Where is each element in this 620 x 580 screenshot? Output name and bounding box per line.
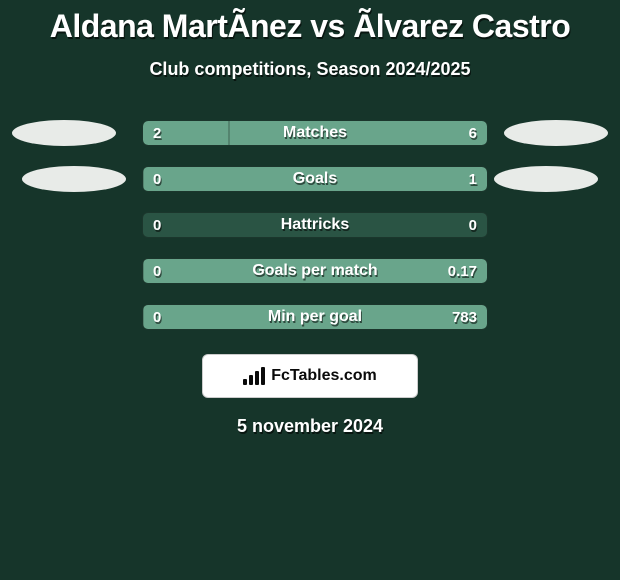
stat-row: 26Matches (4, 120, 616, 146)
player-badge-left (22, 166, 126, 192)
player-badge-left (12, 120, 116, 146)
stat-row: 0783Min per goal (4, 304, 616, 330)
attribution-badge: FcTables.com (202, 354, 418, 398)
stat-rows: 26Matches 01Goals 0 0Hattricks 00.17Goals pe… (0, 120, 620, 330)
snapshot-date: 5 november 2024 (0, 416, 620, 437)
bar-chart-icon (243, 367, 265, 385)
stat-bar-fill-right (143, 167, 487, 191)
player-badge-right (494, 166, 598, 192)
page-subtitle: Club competitions, Season 2024/2025 (0, 59, 620, 80)
stat-row: 00.17Goals per match (4, 258, 616, 284)
attribution-text: FcTables.com (271, 367, 377, 385)
stat-bar-fill-right (143, 259, 487, 283)
stat-bar-fill-right (143, 305, 487, 329)
stat-bar: 0 0Hattricks (142, 212, 488, 238)
stat-row: 01Goals (4, 166, 616, 192)
stat-bar-fill-left (143, 121, 229, 145)
stat-value-left: 0 (153, 213, 161, 237)
comparison-infographic: Aldana MartÃ­nez vs Ãlvarez Castro Club … (0, 0, 620, 580)
page-title: Aldana MartÃ­nez vs Ãlvarez Castro (0, 8, 620, 45)
stat-bar: 26Matches (142, 120, 488, 146)
stat-bar: 0783Min per goal (142, 304, 488, 330)
stat-label: Hattricks (143, 213, 487, 237)
player-badge-right (504, 120, 608, 146)
stat-value-right: 0 (469, 213, 477, 237)
stat-row: 0 0Hattricks (4, 212, 616, 238)
stat-bar: 01Goals (142, 166, 488, 192)
stat-bar-fill-right (229, 121, 487, 145)
stat-bar: 00.17Goals per match (142, 258, 488, 284)
